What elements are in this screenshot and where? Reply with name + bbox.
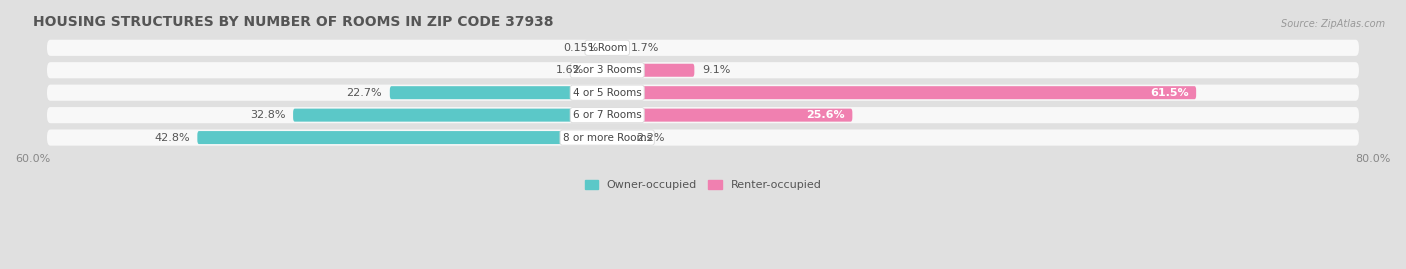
Text: HOUSING STRUCTURES BY NUMBER OF ROOMS IN ZIP CODE 37938: HOUSING STRUCTURES BY NUMBER OF ROOMS IN… [32,15,553,29]
FancyBboxPatch shape [197,131,607,144]
Text: 25.6%: 25.6% [806,110,845,120]
FancyBboxPatch shape [607,109,852,122]
Text: 61.5%: 61.5% [1150,88,1188,98]
Text: 1 Room: 1 Room [588,43,627,53]
FancyBboxPatch shape [46,62,1360,78]
Text: Source: ZipAtlas.com: Source: ZipAtlas.com [1281,19,1385,29]
FancyBboxPatch shape [46,107,1360,123]
Text: 42.8%: 42.8% [155,133,190,143]
FancyBboxPatch shape [607,86,1197,99]
FancyBboxPatch shape [46,40,1360,56]
Legend: Owner-occupied, Renter-occupied: Owner-occupied, Renter-occupied [581,175,825,194]
Text: 9.1%: 9.1% [702,65,730,75]
Text: 1.6%: 1.6% [555,65,585,75]
FancyBboxPatch shape [389,86,607,99]
Text: 2 or 3 Rooms: 2 or 3 Rooms [572,65,641,75]
Text: 8 or more Rooms: 8 or more Rooms [562,133,652,143]
FancyBboxPatch shape [607,41,623,54]
Text: 22.7%: 22.7% [346,88,382,98]
Text: 0.15%: 0.15% [562,43,598,53]
Text: 4 or 5 Rooms: 4 or 5 Rooms [572,88,641,98]
Text: 2.2%: 2.2% [636,133,665,143]
FancyBboxPatch shape [292,109,607,122]
FancyBboxPatch shape [592,64,607,77]
FancyBboxPatch shape [607,64,695,77]
Text: 1.7%: 1.7% [631,43,659,53]
FancyBboxPatch shape [607,131,628,144]
FancyBboxPatch shape [46,85,1360,101]
FancyBboxPatch shape [46,129,1360,146]
Text: 6 or 7 Rooms: 6 or 7 Rooms [572,110,641,120]
FancyBboxPatch shape [606,41,607,54]
Text: 32.8%: 32.8% [250,110,285,120]
